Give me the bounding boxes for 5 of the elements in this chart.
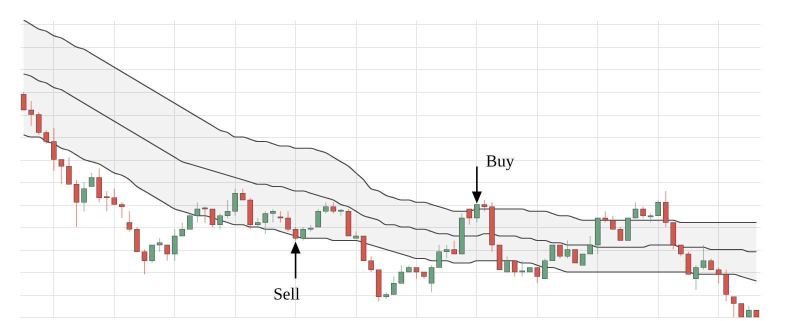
- candlestick: [738, 303, 744, 318]
- annotation: Buy: [486, 152, 515, 170]
- candlestick: [572, 249, 578, 264]
- candlestick: [580, 254, 586, 266]
- annotation: Sell: [273, 284, 300, 304]
